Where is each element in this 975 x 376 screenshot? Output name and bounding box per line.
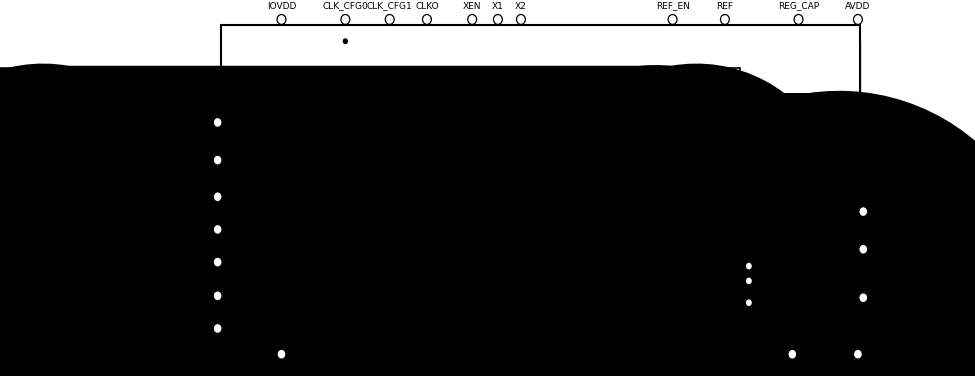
Circle shape [853, 15, 862, 24]
Circle shape [745, 299, 753, 307]
Circle shape [745, 277, 753, 285]
Text: Digital Interface
UART (DAC8740H), SPI
(DAC8741H),
UART/SPI (DAC8742H): Digital Interface UART (DAC8740H), SPI (… [264, 172, 305, 261]
Polygon shape [594, 271, 651, 335]
Text: Voltage
Reference: Voltage Reference [671, 85, 721, 106]
Text: Precision
Oscillator: Precision Oscillator [499, 85, 546, 106]
Circle shape [427, 164, 432, 170]
Text: RST: RST [194, 118, 210, 127]
Circle shape [277, 349, 286, 359]
Text: MUX: MUX [334, 219, 360, 229]
Circle shape [342, 38, 348, 44]
Bar [483, 68, 563, 123]
Circle shape [517, 15, 526, 24]
Text: CLKO: CLKO [415, 2, 439, 11]
Bar [479, 271, 580, 335]
Polygon shape [332, 108, 363, 340]
Circle shape [468, 15, 477, 24]
Text: IOVDD: IOVDD [267, 2, 296, 11]
Polygon shape [665, 177, 726, 246]
Text: UART_IN / CS: UART_IN / CS [155, 192, 210, 201]
Circle shape [214, 257, 222, 267]
Circle shape [476, 300, 481, 306]
Polygon shape [594, 172, 651, 251]
Text: IF_SEL: IF_SEL [183, 324, 210, 333]
Bar [758, 266, 846, 335]
Circle shape [385, 15, 394, 24]
Circle shape [788, 349, 797, 359]
Circle shape [721, 15, 729, 24]
Text: MOD_OUT: MOD_OUT [871, 206, 919, 217]
Circle shape [214, 224, 222, 234]
Circle shape [214, 291, 222, 301]
Text: CD / IRQ: CD / IRQ [175, 156, 210, 165]
Bar [479, 172, 580, 251]
Circle shape [214, 192, 222, 202]
Text: REG_CAP: REG_CAP [778, 2, 819, 11]
Circle shape [214, 323, 222, 334]
Circle shape [341, 15, 350, 24]
Circle shape [794, 15, 803, 24]
Text: HART: HART [402, 206, 431, 217]
Bar [254, 108, 314, 326]
Text: UART_OUT / SDO: UART_OUT / SDO [139, 258, 210, 267]
Text: CLK_CFG0: CLK_CFG0 [323, 2, 369, 11]
Text: X2: X2 [515, 2, 527, 11]
Circle shape [493, 15, 502, 24]
Text: Transmit
Modulator: Transmit Modulator [505, 201, 554, 222]
Text: CLK_CFG1: CLK_CFG1 [367, 2, 412, 11]
Bar [385, 68, 474, 123]
Text: Carrier
Detect: Carrier Detect [608, 293, 637, 312]
Circle shape [745, 262, 753, 270]
Text: REF: REF [717, 2, 733, 11]
Text: X1: X1 [492, 2, 504, 11]
Bar [651, 68, 740, 123]
Text: AGND: AGND [844, 363, 872, 372]
Bar [376, 172, 456, 251]
Text: UART_RTS / SCLK: UART_RTS / SCLK [138, 291, 210, 300]
Text: MOD_IN: MOD_IN [871, 292, 910, 303]
Circle shape [476, 233, 481, 240]
Circle shape [214, 155, 222, 165]
Circle shape [859, 244, 868, 254]
Text: DGND: DGND [268, 363, 295, 372]
Circle shape [453, 209, 459, 215]
Text: REF_EN: REF_EN [655, 2, 689, 11]
Circle shape [476, 324, 481, 331]
Text: PA/FF: PA/FF [402, 298, 431, 308]
Text: Receive
Demodulator: Receive Demodulator [497, 293, 562, 314]
Text: BPFEN: BPFEN [778, 363, 807, 372]
Circle shape [853, 349, 862, 359]
Text: DAC: DAC [608, 206, 629, 217]
Circle shape [859, 207, 868, 217]
Bar [376, 271, 456, 335]
Text: Bandpass
Filter: Bandpass Filter [778, 290, 826, 312]
Text: XEN: XEN [463, 2, 482, 11]
Text: Clock
Generator: Clock Generator [405, 85, 454, 106]
Circle shape [422, 15, 431, 24]
Text: Buffer: Buffer [674, 206, 703, 217]
Text: MOD_INF: MOD_INF [871, 244, 915, 255]
Circle shape [453, 290, 459, 296]
Circle shape [859, 293, 868, 303]
Text: AVDD: AVDD [845, 2, 871, 11]
Circle shape [277, 15, 286, 24]
Circle shape [668, 15, 677, 24]
Text: DUPLEX / SDI: DUPLEX / SDI [154, 225, 210, 234]
Circle shape [214, 118, 222, 127]
Bar [221, 26, 860, 348]
